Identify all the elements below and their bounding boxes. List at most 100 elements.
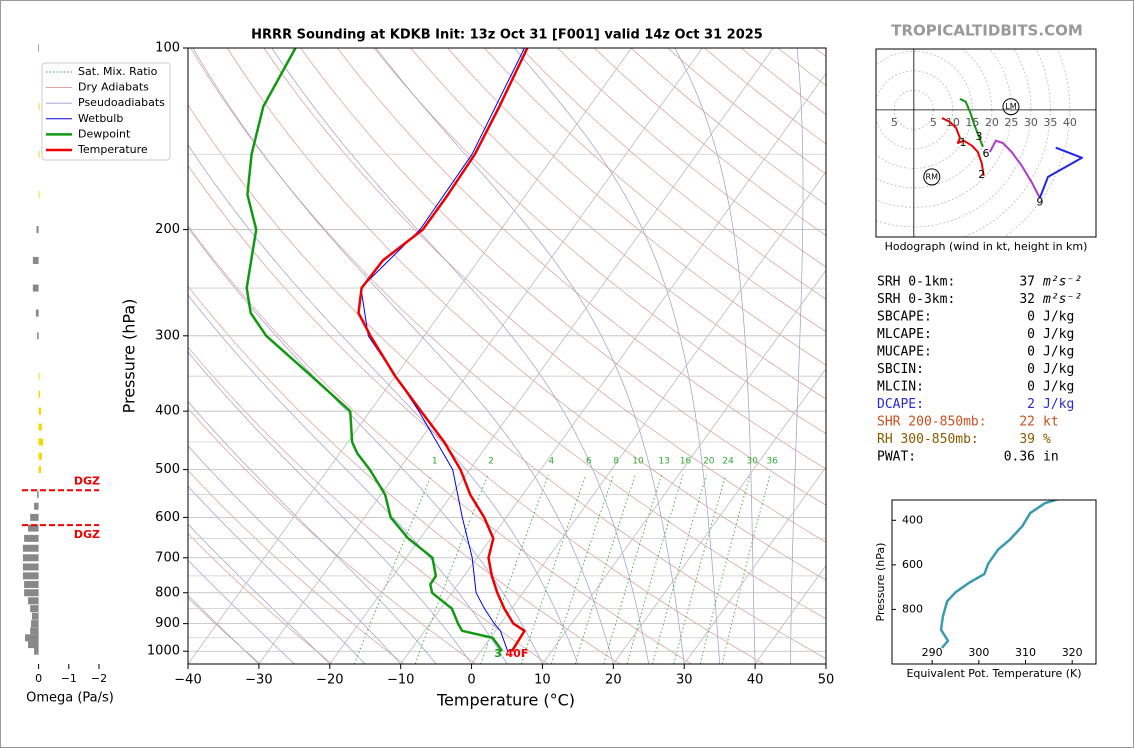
theta-e-panel: 290 300 310 320 400 600 800 — [891, 499, 1097, 665]
stat-unit: kt — [1043, 415, 1059, 430]
y-tick-label: 900 — [155, 616, 180, 631]
chart-title: HRRR Sounding at KDKB Init: 13z Oct 31 [… — [251, 28, 763, 43]
theta-x-tick-label: 310 — [1015, 646, 1036, 659]
hodograph-ring-label: 10 — [946, 116, 960, 129]
y-tick-label: 700 — [155, 550, 180, 565]
hodograph-ring-label: 5 — [930, 116, 937, 129]
dry-adiabat — [188, 597, 261, 664]
omega-bar — [38, 407, 42, 415]
omega-bar — [22, 544, 39, 552]
stat-unit: J/kg — [1043, 380, 1074, 395]
hodograph-ring-label: 30 — [1024, 116, 1038, 129]
hodograph-ring-label: 40 — [1063, 116, 1077, 129]
dry-adiabat — [188, 164, 764, 664]
hodograph-ring-label: 35 — [1043, 116, 1057, 129]
isotherm-grid — [188, 48, 632, 664]
omega-bar — [38, 191, 40, 199]
stat-value: 39 — [1019, 432, 1035, 447]
stat-value: 0 — [1027, 362, 1035, 377]
mixing-ratio-line — [574, 474, 636, 664]
stat-label: SHR 200-850mb: — [877, 415, 987, 430]
stat-label: SBCIN: — [877, 362, 924, 377]
mixing-ratio-label: 13 — [659, 456, 670, 466]
omega-bar — [31, 612, 39, 620]
hodograph: 5 10 15 20 25 30 35 40 5 1 2 36 9 RM LM — [875, 48, 1097, 238]
mixing-ratio-line — [353, 474, 432, 664]
theta-x-tick-label: 320 — [1062, 646, 1083, 659]
stat-label: MLCIN: — [877, 380, 924, 395]
stat-unit: J/kg — [1043, 327, 1074, 342]
dgz-label: DGZ — [74, 474, 100, 487]
isotherm-grid — [613, 367, 826, 664]
stat-label: DCAPE: — [877, 397, 924, 412]
mixing-ratio-line — [673, 474, 727, 664]
theta-y-tick-label: 400 — [902, 513, 923, 526]
isotherm-grid — [683, 466, 826, 664]
pseudoadiabat — [188, 485, 366, 664]
stat-unit: J/kg — [1043, 362, 1074, 377]
theta-x-tick-label: 300 — [968, 646, 989, 659]
mixing-ratio-line — [520, 474, 587, 664]
stat-value: 22 — [1019, 415, 1035, 430]
x-tick-label: 0 — [467, 673, 475, 688]
mixing-ratio-label: 8 — [613, 456, 619, 466]
pseudoadiabat — [188, 294, 508, 664]
stat-label: PWAT: — [877, 450, 916, 465]
x-tick-label: 30 — [676, 673, 693, 688]
y-tick-label: 300 — [155, 328, 180, 343]
stat-unit: m²s⁻² — [1042, 275, 1082, 290]
mixing-ratio-line — [699, 474, 751, 664]
omega-bar — [22, 563, 39, 571]
mixing-ratio-line — [721, 474, 771, 664]
dewpoint-line — [245, 48, 504, 652]
omega-bar — [30, 513, 39, 521]
pseudoadiabat — [188, 226, 543, 664]
omega-bar — [38, 44, 39, 52]
omega-bar — [32, 256, 39, 264]
dry-adiabat — [188, 533, 333, 664]
omega-bar — [31, 620, 39, 628]
dry-adiabat — [188, 469, 405, 664]
stat-unit: J/kg — [1043, 310, 1074, 325]
x-axis-title: Temperature (°C) — [436, 691, 575, 710]
mixing-ratio-label: 10 — [632, 456, 644, 466]
dry-adiabat — [188, 225, 692, 664]
omega-bar — [38, 438, 44, 446]
hodograph-ring-label: 5 — [891, 116, 898, 129]
omega-bar — [22, 572, 39, 580]
stat-label: MLCAPE: — [877, 327, 932, 342]
stat-value: 37 — [1019, 275, 1035, 290]
stats-panel: SRH 0-1km: 37 m²s⁻² SRH 0-3km: 32 m²s⁻² SBCAPE… — [877, 275, 1082, 465]
hodograph-trace — [989, 139, 1041, 199]
omega-bar — [28, 597, 39, 605]
omega-bar — [24, 580, 39, 588]
temperature-line — [357, 48, 529, 652]
pseudoadiabat — [188, 559, 295, 664]
theta-plot — [939, 500, 1061, 649]
omega-bar — [38, 466, 42, 474]
mixing-ratio-label: 4 — [548, 456, 554, 466]
y-tick-label: 1000 — [147, 644, 180, 659]
x-tick-label: 10 — [534, 673, 551, 688]
omega-bar — [38, 452, 42, 460]
mixing-ratio-label: 36 — [766, 456, 778, 466]
omega-bar — [37, 332, 39, 340]
stat-value: 0.36 — [1004, 450, 1035, 465]
stat-value: 0 — [1027, 327, 1035, 342]
isotherm-grid — [258, 48, 703, 664]
y-tick-label: 400 — [155, 404, 180, 419]
y-tick-label: 600 — [155, 510, 180, 525]
main-plot: 1 2 4 6 8 10 13 16 20 24 30 36−40 −30 −20 −10 0 10 20 30 40… — [147, 41, 834, 688]
theta-y-title: Pressure (hPa) — [874, 543, 887, 622]
surface-dewpoint-label: 3 — [494, 647, 502, 660]
theta-x-title: Equivalent Pot. Temperature (K) — [906, 667, 1081, 680]
stat-unit: % — [1043, 432, 1051, 447]
hodograph-height-label: 3 — [975, 130, 982, 143]
mixing-ratio-label: 2 — [488, 456, 494, 466]
hodograph-trace — [959, 97, 984, 148]
omega-bar — [28, 524, 39, 532]
stat-label: SRH 0-1km: — [877, 275, 955, 290]
profiles — [245, 48, 529, 652]
pseudoadiabat — [271, 48, 650, 664]
